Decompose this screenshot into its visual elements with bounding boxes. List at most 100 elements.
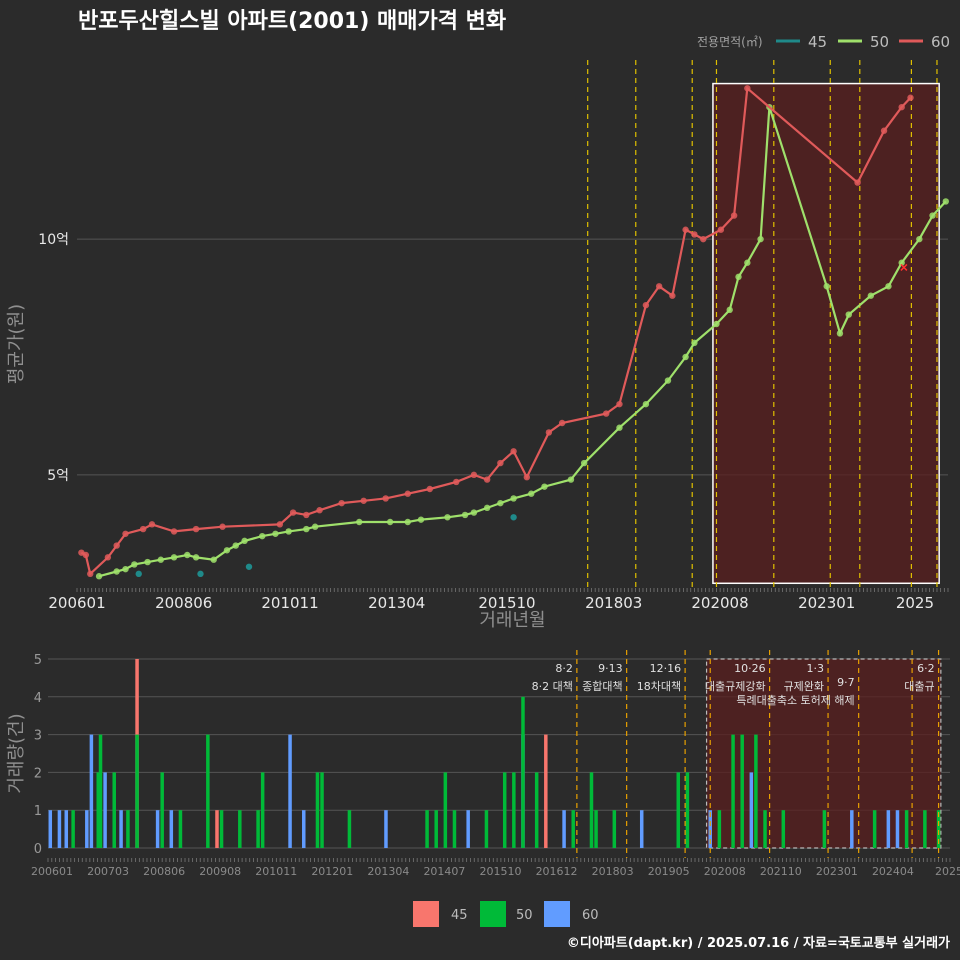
top-axes: 5억 10억 200601 200806 201011 201304 201510 20180… xyxy=(38,232,949,612)
bar-50 xyxy=(320,772,324,848)
bar-50 xyxy=(754,734,758,848)
point-60 xyxy=(497,459,504,467)
x-tick-label: 200601 xyxy=(48,594,105,612)
point-60 xyxy=(642,301,650,309)
point-60 xyxy=(360,497,367,504)
point-50 xyxy=(885,283,892,290)
event-date: 8·2 xyxy=(555,662,573,675)
point-50 xyxy=(691,339,698,347)
x-axis-title: 거래년월 xyxy=(479,610,545,631)
point-45 xyxy=(245,563,253,570)
point-60 xyxy=(744,85,751,92)
x-tick-label: 2025 xyxy=(896,594,934,612)
point-50 xyxy=(131,561,138,568)
point-50 xyxy=(836,330,844,337)
bar-50 xyxy=(923,810,927,848)
bar-60 xyxy=(886,810,891,848)
point-60 xyxy=(316,507,323,514)
x-tick-label: 201304 xyxy=(368,594,425,612)
point-50 xyxy=(285,528,292,535)
point-60 xyxy=(700,235,707,243)
point-50 xyxy=(682,353,689,361)
bottom-event-labels: 8·2 8·2 대책 9·13 종합대책 12·16 18차대책 10·26 대출규제강화 1·… xyxy=(532,662,935,707)
point-50 xyxy=(259,532,266,540)
point-50 xyxy=(567,476,575,483)
bar-50 xyxy=(822,810,827,848)
series-line-50 xyxy=(98,106,947,578)
point-50 xyxy=(144,558,151,566)
event-label: 규제완화 xyxy=(784,680,824,693)
bar-60 xyxy=(302,810,306,848)
bottom-x-tick-label: 201510 xyxy=(480,865,522,878)
bottom-x-tick-label: 201201 xyxy=(311,865,353,878)
point-60 xyxy=(303,511,310,519)
bottom-x-tick-label: 2025 xyxy=(935,865,960,878)
highlight-box xyxy=(712,82,940,585)
top-highlight-region xyxy=(712,82,940,585)
point-60 xyxy=(717,226,725,233)
point-50 xyxy=(916,235,923,243)
point-60 xyxy=(545,429,553,436)
bottom-bars xyxy=(48,659,941,848)
point-50 xyxy=(232,542,239,549)
bottom-y-tick-label: 2 xyxy=(34,766,42,781)
bottom-y-tick-label: 5 xyxy=(34,653,42,668)
point-60 xyxy=(192,525,200,533)
bottom-y-axis-title: 거래량(건) xyxy=(6,713,27,793)
top-legend: 전용면적(㎡) 45 50 60 xyxy=(697,33,950,51)
bar-50 xyxy=(260,772,265,848)
point-50 xyxy=(497,499,504,507)
y-axis-title: 평균가(원) xyxy=(6,304,27,384)
bottom-legend-label-45: 45 xyxy=(451,908,468,923)
bottom-legend-swatch-45 xyxy=(413,901,439,927)
point-50 xyxy=(356,518,363,526)
bar-50 xyxy=(434,810,438,848)
point-60 xyxy=(616,400,623,408)
point-50 xyxy=(483,504,491,512)
event-date: 10·26 xyxy=(734,662,766,675)
bar-50 xyxy=(425,810,429,848)
point-60 xyxy=(603,410,610,417)
point-50 xyxy=(898,259,905,266)
bar-60 xyxy=(119,810,123,848)
point-50 xyxy=(461,511,469,519)
point-60 xyxy=(453,478,460,486)
point-50 xyxy=(942,198,949,205)
y-tick-label: 5억 xyxy=(47,468,69,484)
point-50 xyxy=(404,518,411,526)
point-60 xyxy=(104,554,112,561)
event-label: 18차대책 xyxy=(637,680,681,693)
point-50 xyxy=(184,551,191,559)
bottom-y-tick-label: 3 xyxy=(34,729,42,744)
bottom-x-tick-label: 201612 xyxy=(536,865,578,878)
point-50 xyxy=(726,306,733,314)
point-60 xyxy=(669,292,676,299)
bottom-y-tick-label: 0 xyxy=(34,842,42,857)
point-50 xyxy=(241,537,248,545)
x-tick-label: 201011 xyxy=(261,594,318,612)
point-60 xyxy=(113,542,120,549)
point-50 xyxy=(744,259,751,266)
bottom-x-tick-label: 201407 xyxy=(423,865,465,878)
point-50 xyxy=(170,554,178,561)
point-60 xyxy=(483,476,491,483)
bottom-legend-label-50: 50 xyxy=(516,908,533,923)
bar-50 xyxy=(594,810,598,848)
bar-50 xyxy=(206,734,210,848)
bar-50 xyxy=(936,810,941,848)
legend-label-45: 45 xyxy=(808,33,827,51)
x-tick-label: 200806 xyxy=(155,594,212,612)
point-60 xyxy=(87,570,94,578)
bar-50 xyxy=(238,810,242,848)
bar-60 xyxy=(562,810,566,848)
footer-credit: ©디아파트(dapt.kr) / 2025.07.16 / 자료=국토교통부 실… xyxy=(567,935,950,951)
bar-50 xyxy=(740,734,744,848)
bar-50 xyxy=(219,810,224,848)
bottom-x-tick-label: 200703 xyxy=(87,865,129,878)
bar-60 xyxy=(48,810,53,848)
bottom-y-tick-label: 1 xyxy=(34,804,42,819)
event-date: 1·3 xyxy=(807,662,825,675)
bar-60 xyxy=(155,810,160,848)
bar-60 xyxy=(749,772,754,848)
